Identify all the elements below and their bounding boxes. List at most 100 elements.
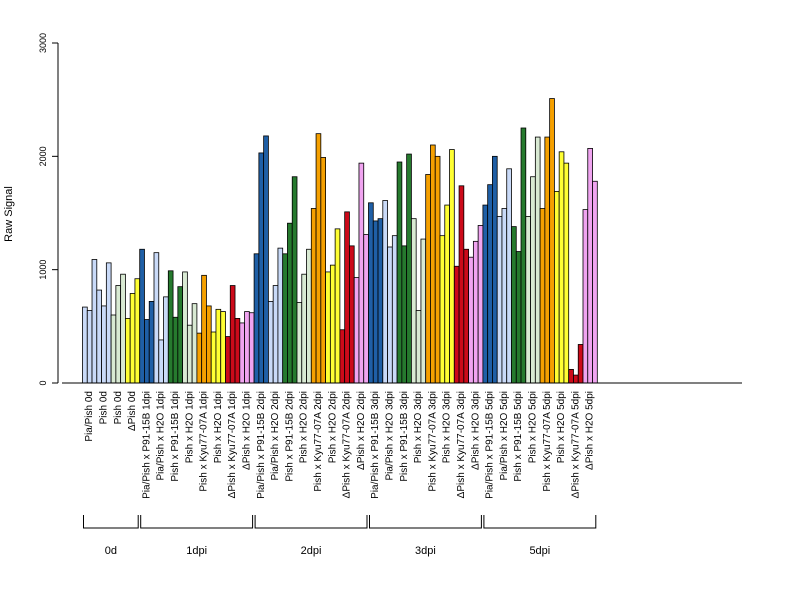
- x-tick-label: Pia/Pish 0d: [84, 391, 95, 442]
- bar: [482, 204, 489, 384]
- bar: [563, 162, 570, 384]
- bar: [515, 251, 522, 384]
- y-tick-label: 2000: [38, 146, 48, 166]
- bar: [325, 271, 331, 384]
- bar: [129, 293, 136, 384]
- group-bracket: [254, 515, 368, 529]
- bar: [391, 235, 398, 384]
- bar: [158, 339, 164, 384]
- x-tick-label: Pish 0d: [113, 391, 124, 424]
- bar: [153, 252, 160, 384]
- x-tick-label: Pish x P91-15B 5dpi: [513, 391, 524, 482]
- bar: [82, 306, 88, 384]
- bar: [587, 147, 593, 384]
- bar: [320, 157, 327, 384]
- bar: [401, 245, 408, 384]
- bar: [496, 215, 503, 384]
- bar: [201, 274, 207, 384]
- bar: [315, 133, 322, 384]
- x-tick-label: Pia/Pish x P91-15B 5dpi: [485, 391, 496, 499]
- x-tick-label: Pish x H2O 5dpi: [556, 391, 567, 463]
- x-tick-label: Pish x H2O 1dpi: [213, 391, 224, 463]
- bar: [334, 228, 341, 384]
- bar: [291, 176, 298, 384]
- bar: [410, 218, 417, 384]
- x-tick-label: Pish x H2O 2dpi: [299, 391, 310, 463]
- bar: [577, 344, 584, 384]
- bar: [277, 247, 284, 384]
- bar: [530, 176, 536, 384]
- bar: [420, 238, 427, 384]
- bar: [525, 215, 531, 384]
- bar: [172, 316, 179, 384]
- group-bracket: [483, 515, 597, 529]
- group-bracket: [140, 515, 254, 529]
- bar: [287, 222, 293, 384]
- y-tick-label: 0: [38, 380, 48, 385]
- bar: [506, 168, 512, 384]
- bar: [191, 303, 198, 384]
- bar: [206, 305, 212, 384]
- bar: [444, 204, 450, 384]
- bar: [229, 285, 236, 384]
- x-tick-label: Pish x Kyu77-07A 5dpi: [542, 391, 553, 492]
- x-tick-label: Pish x H2O 5dpi: [527, 391, 538, 463]
- bar: [453, 265, 460, 384]
- bar: [539, 208, 546, 384]
- x-tick-label: Pia/Pish x P91-15B 1dpi: [141, 391, 152, 499]
- x-tick-label: Pia/Pish x H2O 3dpi: [384, 391, 395, 481]
- bar: [439, 235, 446, 384]
- x-tick-label: Pish 0d: [98, 391, 109, 424]
- bar: [549, 98, 555, 384]
- bar: [282, 253, 288, 384]
- bar: [387, 246, 393, 384]
- bar: [353, 277, 360, 384]
- x-tick-label: Pia/Pish x H2O 2dpi: [270, 391, 281, 481]
- x-tick-label: Pia/Pish x P91-15B 2dpi: [256, 391, 267, 499]
- bar: [86, 310, 93, 384]
- bar: [487, 184, 493, 384]
- bar: [248, 312, 255, 384]
- bar: [210, 331, 217, 384]
- bar: [239, 322, 245, 384]
- bar: [258, 152, 265, 384]
- bar: [511, 226, 517, 384]
- bar: [253, 253, 260, 384]
- x-tick-label: Pish x H2O 1dpi: [184, 391, 195, 463]
- bar: [406, 153, 412, 384]
- bar: [220, 311, 226, 384]
- bar: [472, 240, 479, 384]
- y-tick-label: 3000: [38, 33, 48, 53]
- bar: [449, 149, 455, 384]
- group-bracket: [369, 515, 482, 529]
- bar: [582, 209, 589, 384]
- x-tick-label: ΔPish x Kyu77-07A 2dpi: [342, 391, 353, 498]
- x-tick-labels: Pia/Pish 0d Pish 0d Pish 0d ΔPish 0d Pia/Pis…: [84, 391, 596, 499]
- x-tick-label: Pish x H2O 3dpi: [442, 391, 453, 463]
- y-axis: 0 1000 2000 3000: [38, 33, 59, 386]
- bar: [306, 248, 312, 384]
- bar: [492, 155, 498, 384]
- bar: [372, 220, 379, 384]
- bar: [144, 319, 150, 384]
- bars-layer: [82, 98, 598, 384]
- bar: [263, 135, 269, 384]
- bar: [139, 248, 145, 384]
- x-tick-label: Pish x Kyu77-07A 3dpi: [427, 391, 438, 492]
- bar: [272, 285, 279, 384]
- x-tick-label: ΔPish x H2O 5dpi: [585, 391, 596, 470]
- group-label: 1dpi: [186, 545, 207, 557]
- bar: [468, 256, 474, 384]
- bar: [415, 310, 422, 384]
- bar: [134, 278, 141, 384]
- bar: [458, 185, 465, 384]
- bar: [110, 314, 117, 384]
- bar: [434, 155, 441, 384]
- bar: [101, 305, 107, 384]
- bar: [244, 311, 250, 384]
- bar: [592, 180, 598, 384]
- bar: [177, 286, 183, 384]
- bar: [120, 273, 126, 384]
- bar: [167, 270, 174, 384]
